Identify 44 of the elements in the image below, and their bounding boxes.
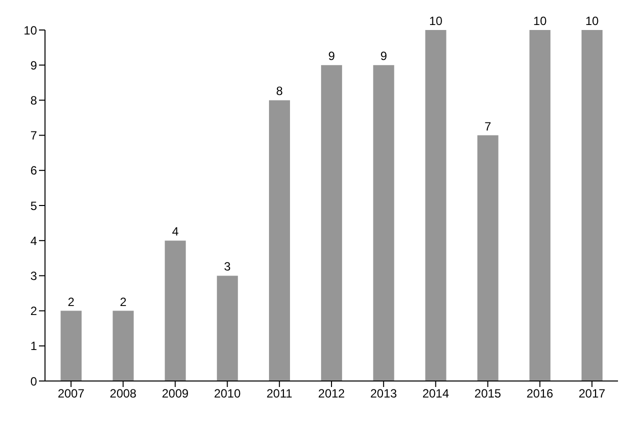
y-tick-label: 7	[30, 128, 38, 143]
data-label: 10	[429, 14, 443, 28]
y-tick-label: 2	[30, 304, 38, 318]
data-label: 2	[120, 294, 127, 309]
bar	[321, 65, 342, 381]
x-tick-label: 2014	[422, 386, 450, 401]
x-tick-label: 2007	[58, 386, 85, 401]
y-tick-label: 0	[30, 374, 38, 388]
bar	[164, 240, 186, 381]
y-tick-label: 10	[24, 23, 38, 38]
x-tick-label: 2011	[266, 386, 293, 401]
bar	[582, 30, 603, 381]
x-tick-label: 2009	[162, 386, 189, 401]
bar	[373, 65, 394, 381]
bar	[216, 276, 238, 381]
data-label: 9	[380, 49, 388, 64]
x-tick-label: 2016	[526, 386, 554, 401]
y-tick-label: 1	[30, 339, 38, 354]
bar	[425, 30, 446, 381]
x-tick-label: 2008	[110, 386, 137, 401]
y-tick-label: 5	[30, 198, 38, 213]
x-tick-label: 2013	[370, 386, 398, 401]
bar	[268, 100, 290, 381]
y-tick-label: 9	[30, 58, 38, 72]
x-tick-label: 2012	[318, 386, 346, 401]
x-tick-label: 2017	[578, 386, 606, 401]
data-label: 4	[172, 224, 179, 239]
data-label: 10	[533, 14, 547, 28]
bar	[112, 310, 134, 381]
data-label: 3	[224, 260, 232, 274]
data-label: 10	[585, 14, 600, 28]
y-tick-label: 3	[30, 268, 38, 283]
bar	[60, 310, 82, 381]
x-tick-label: 2010	[214, 386, 241, 401]
data-label: 9	[328, 49, 336, 64]
bar	[477, 135, 498, 381]
y-tick-label: 4	[30, 234, 38, 248]
bar	[529, 30, 550, 381]
x-tick-label: 2015	[474, 386, 502, 401]
data-label: 7	[484, 119, 492, 134]
y-tick-label: 6	[30, 164, 38, 178]
y-tick-label: 8	[30, 93, 38, 108]
data-label: 8	[276, 84, 284, 98]
data-label: 2	[68, 294, 75, 309]
